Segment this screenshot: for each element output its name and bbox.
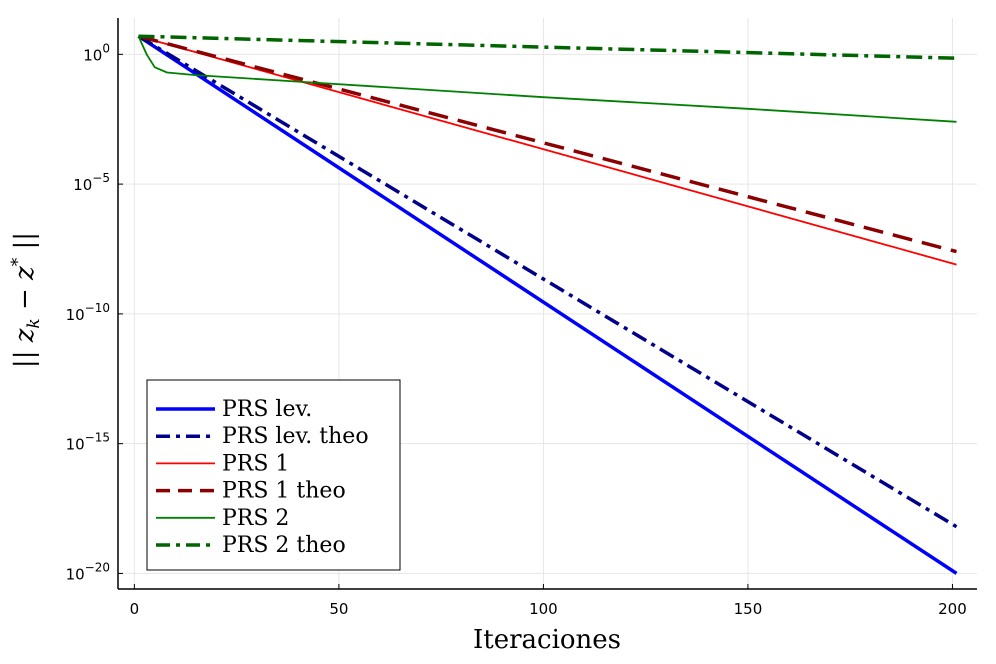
x-tick-label-0: 0 [130,600,140,618]
legend-label-2: PRS 1 [222,451,289,476]
x-tick-label-3: 150 [734,600,763,618]
x-tick-label-1: 50 [329,600,348,618]
y-tick-label-2: 10−10 [66,301,110,324]
y-tick-label-0: 100 [83,41,110,64]
series-line-3 [138,34,957,254]
x-tick-label-4: 200 [938,600,967,618]
legend-label-5: PRS 2 theo [222,533,346,558]
series-line-0 [137,34,958,575]
x-axis-title: Iteraciones [473,625,621,655]
legend-label-0: PRS lev. [222,397,312,422]
series-lines [137,34,958,575]
series-line-2 [138,35,957,266]
legend-label-1: PRS lev. theo [222,424,369,449]
gridlines [118,18,977,589]
tick-labels: 0 50 100 150 200 100 10−5 10−10 10−15 10−20 [66,41,967,618]
legend-label-4: PRS 2 [222,506,289,531]
legend-box [146,379,401,571]
y-tick-label-3: 10−15 [66,431,110,454]
y-tick-label-4: 10−20 [66,560,110,583]
x-tick-label-2: 100 [529,600,558,618]
y-tick-label-1: 10−5 [73,171,110,194]
axes [117,18,977,590]
legend-label-3: PRS 1 theo [222,479,346,504]
series-line-4 [137,35,957,123]
series-line-5 [138,34,957,60]
y-axis-title: || zk − z* || [8,232,44,368]
